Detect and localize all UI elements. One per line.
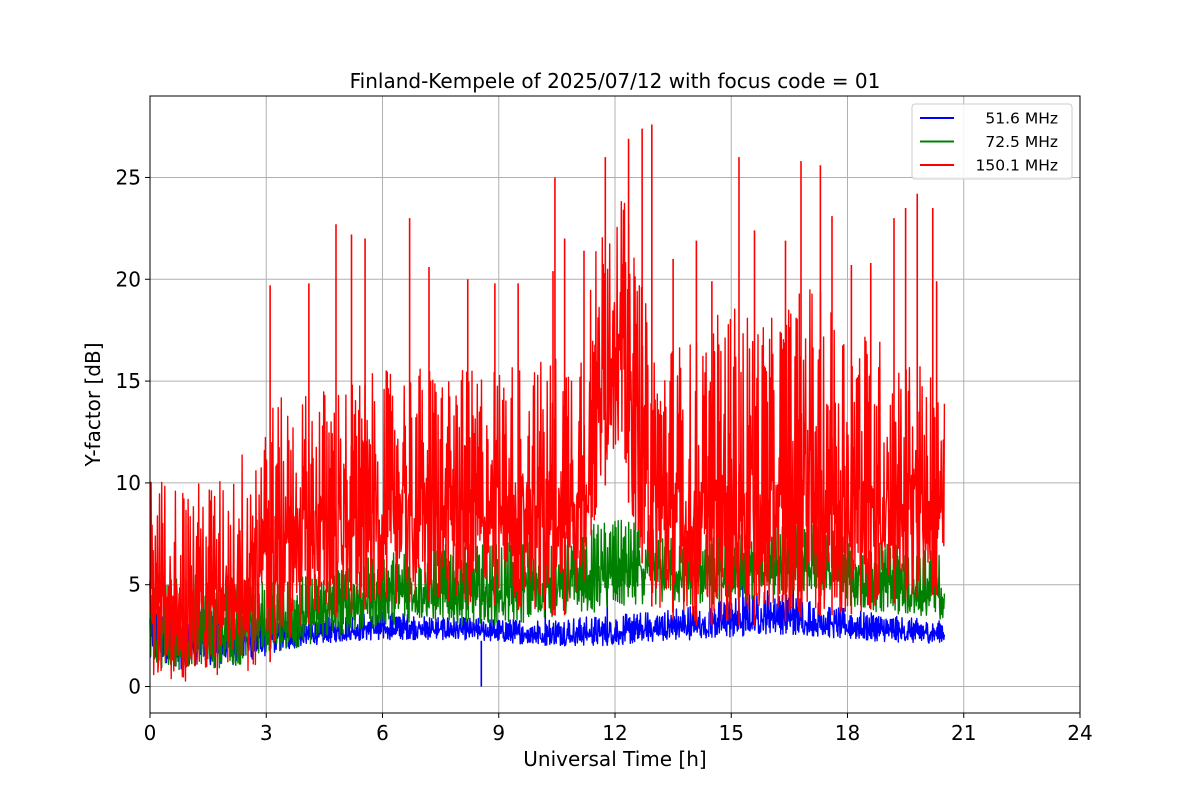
y-tick-label: 20	[116, 267, 141, 291]
legend: 51.6 MHz 72.5 MHz 150.1 MHz	[911, 103, 1073, 180]
plot-area	[149, 124, 946, 687]
y-tick-label: 25	[116, 165, 141, 189]
y-tick-label: 10	[116, 471, 141, 495]
y-tick-label: 15	[116, 369, 141, 393]
x-tick-label: 15	[719, 721, 744, 745]
x-tick-label: 18	[835, 721, 860, 745]
x-axis-label: Universal Time [h]	[523, 747, 706, 771]
x-tick-label: 12	[602, 721, 627, 745]
legend-box	[911, 103, 1073, 180]
x-tick-label: 24	[1067, 721, 1092, 745]
x-tick-label: 6	[376, 721, 389, 745]
legend-label: 72.5 MHz	[985, 133, 1058, 151]
chart-title: Finland-Kempele of 2025/07/12 with focus…	[350, 69, 881, 93]
x-tick-label: 9	[492, 721, 505, 745]
x-tick-label: 0	[144, 721, 157, 745]
y-tick-label: 0	[128, 675, 141, 699]
x-tick-label: 21	[951, 721, 976, 745]
axis-ticks: 0 3 6 9 12 15 18 21 24 0 5 10 15 20 25	[116, 165, 1093, 745]
series-3	[149, 124, 946, 682]
y-axis-label: Y-factor [dB]	[81, 342, 105, 467]
legend-label: 150.1 MHz	[976, 157, 1058, 175]
y-tick-label: 5	[128, 573, 141, 597]
x-tick-label: 3	[260, 721, 273, 745]
legend-label: 51.6 MHz	[985, 110, 1058, 128]
series-line	[149, 201, 946, 682]
